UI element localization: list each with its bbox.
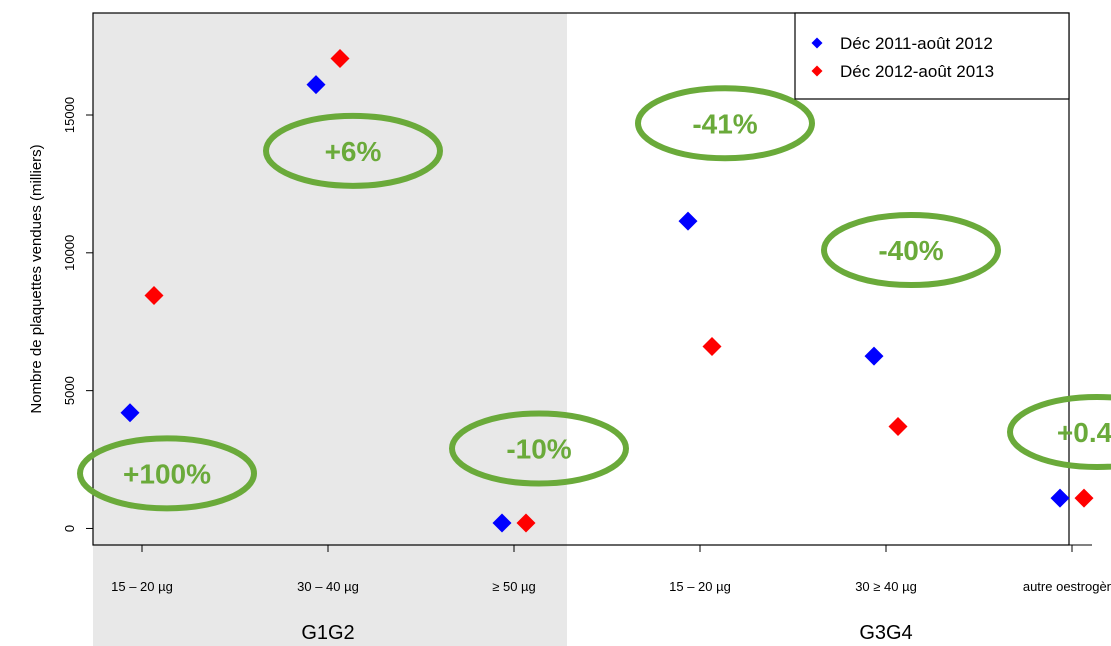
annotation-ellipse: [263, 112, 443, 189]
legend: Déc 2011-août 2012 Déc 2012-août 2013: [794, 12, 1070, 100]
x-tick-label: autre oestrogène: [1023, 579, 1111, 594]
annotation-label: -10%: [506, 434, 571, 465]
group-shade-g1g2: [93, 13, 567, 646]
point-series-2: [144, 286, 164, 306]
legend-marker: [811, 65, 823, 77]
x-tick-label: 15 – 20 µg: [669, 579, 731, 594]
x-tick-label: ≥ 50 µg: [492, 579, 536, 594]
group-labels: G1G2 G3G4: [301, 622, 912, 644]
x-axis: 15 – 20 µg 30 – 40 µg ≥ 50 µg 15 – 20 µg 30 …: [111, 544, 1111, 594]
annotation-ellipse: [635, 85, 815, 162]
legend-label: Déc 2011-août 2012: [840, 34, 993, 53]
point-series-1: [1050, 488, 1070, 508]
x-tick-label: 15 – 20 µg: [111, 579, 173, 594]
point-series-2: [702, 337, 722, 357]
y-tick-label: 0: [62, 525, 77, 532]
annotation-label: -40%: [878, 235, 943, 266]
legend-marker: [811, 37, 823, 49]
annotation-ellipse: [449, 410, 629, 487]
legend-label: Déc 2012-août 2013: [840, 62, 994, 81]
y-axis-title: Nombre de plaquettes vendues (milliers): [28, 144, 45, 413]
group-label: G3G4: [859, 622, 912, 644]
y-tick-label: 5000: [62, 376, 77, 405]
annotation-ellipse: [77, 435, 257, 512]
point-series-2: [516, 513, 536, 533]
point-series-2: [888, 416, 908, 436]
point-series-1: [678, 211, 698, 231]
point-series-1: [306, 75, 326, 95]
y-tick-label: 10000: [62, 235, 77, 271]
annotation-label: -41%: [692, 108, 757, 139]
annotation-label: +6%: [325, 136, 382, 167]
x-tick-label: 30 – 40 µg: [297, 579, 359, 594]
annotation-ellipse: [1007, 393, 1111, 470]
group-label: G1G2: [301, 622, 354, 644]
point-series-1: [492, 513, 512, 533]
point-series-2: [1074, 488, 1094, 508]
x-tick-label: 30 ≥ 40 µg: [855, 579, 917, 594]
annotation-label: +0.4%: [1057, 417, 1111, 448]
legend-box: [794, 12, 1070, 100]
data-points: [120, 48, 1094, 533]
y-tick-label: 15000: [62, 97, 77, 133]
point-series-2: [330, 48, 350, 68]
annotation-label: +100%: [123, 458, 211, 489]
point-series-1: [120, 403, 140, 423]
point-series-1: [864, 346, 884, 366]
annotation-ellipse: [821, 212, 1001, 289]
y-axis: 0 5000 10000 15000: [62, 97, 94, 532]
annotations: +100% +6% -10% -41% -40% +0.4%: [77, 85, 1111, 512]
